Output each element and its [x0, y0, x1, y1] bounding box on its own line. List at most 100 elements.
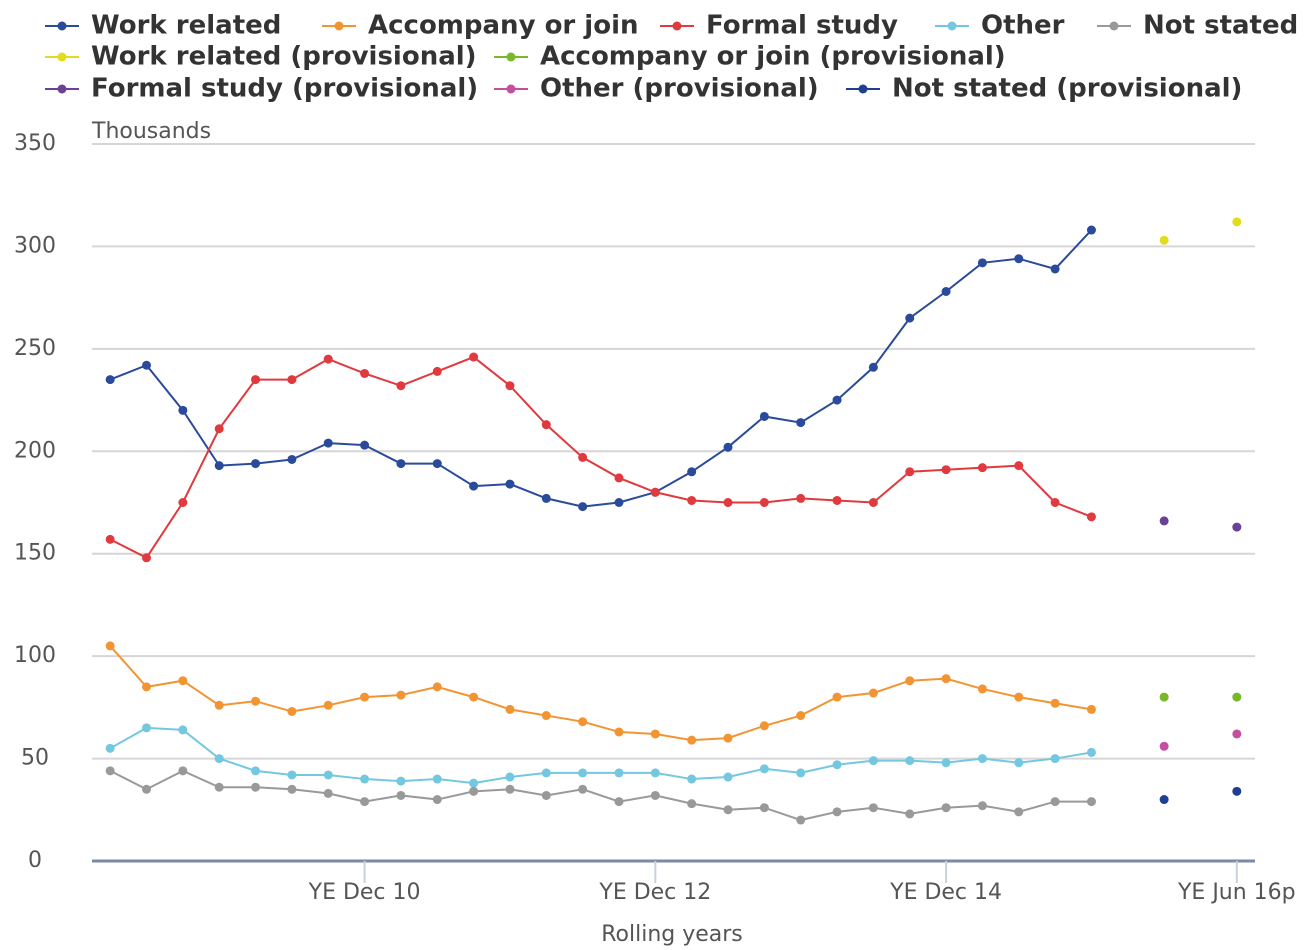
point: [1159, 741, 1169, 751]
point: [977, 463, 987, 473]
point: [214, 700, 224, 710]
point: [868, 803, 878, 813]
point: [142, 784, 152, 794]
point: [142, 723, 152, 733]
point: [941, 674, 951, 684]
point: [396, 459, 406, 469]
point: [1086, 512, 1096, 522]
legend-label: Accompany or join (provisional): [540, 42, 1006, 72]
series-line: [109, 726, 1092, 785]
point: [1050, 264, 1060, 274]
point: [142, 553, 152, 563]
point: [105, 743, 115, 753]
point: [178, 725, 188, 735]
point: [469, 778, 479, 788]
series-line: [109, 229, 1093, 508]
point: [1232, 786, 1242, 796]
point: [287, 375, 297, 385]
legend-marker: [506, 84, 516, 94]
legend-marker: [506, 52, 516, 62]
point: [287, 770, 297, 780]
y-tick-label: 300: [14, 233, 56, 258]
legend-label: Not stated: [1143, 11, 1298, 41]
point: [541, 790, 551, 800]
point: [541, 711, 551, 721]
y-tick-label: 350: [14, 131, 56, 156]
point: [941, 758, 951, 768]
x-tick-label: YE Dec 14: [889, 880, 1002, 905]
point: [251, 782, 261, 792]
point: [541, 493, 551, 503]
point: [868, 362, 878, 372]
legend-label: Other (provisional): [540, 74, 819, 104]
x-tick-label: YE Dec 12: [598, 880, 711, 905]
point: [759, 803, 769, 813]
point: [214, 782, 224, 792]
legend-marker: [1109, 21, 1119, 31]
point: [360, 368, 370, 378]
point: [1050, 754, 1060, 764]
legend-marker: [57, 52, 67, 62]
x-axis-label: Rolling years: [601, 922, 743, 947]
point: [832, 692, 842, 702]
point: [396, 690, 406, 700]
point: [323, 354, 333, 364]
point: [1086, 797, 1096, 807]
point: [432, 682, 442, 692]
legend-label: Accompany or join: [368, 11, 639, 41]
point: [432, 774, 442, 784]
point: [505, 784, 515, 794]
point: [614, 498, 624, 507]
point: [868, 756, 878, 766]
point: [1014, 758, 1024, 768]
point: [1232, 522, 1242, 532]
point: [469, 786, 479, 796]
point: [578, 768, 588, 778]
point: [614, 727, 624, 737]
point: [251, 696, 261, 706]
point: [614, 768, 624, 778]
point: [759, 411, 769, 421]
point: [1014, 807, 1024, 817]
point: [214, 424, 224, 434]
point: [178, 405, 188, 415]
legend-marker: [334, 21, 344, 31]
point: [178, 676, 188, 686]
point: [687, 774, 697, 784]
legend-label: Formal study (provisional): [91, 74, 478, 104]
point: [723, 805, 733, 815]
point: [105, 375, 115, 385]
point: [941, 465, 951, 475]
point: [396, 381, 406, 391]
point: [941, 286, 951, 296]
point: [396, 776, 406, 786]
point: [796, 768, 806, 778]
point: [905, 676, 915, 686]
point: [723, 772, 733, 782]
point: [1232, 729, 1242, 739]
point: [360, 440, 370, 450]
point: [1050, 797, 1060, 807]
point: [868, 688, 878, 698]
point: [977, 801, 987, 811]
point: [687, 467, 697, 477]
point: [541, 768, 551, 778]
point: [360, 774, 370, 784]
y-tick-label: 150: [14, 541, 56, 566]
point: [1159, 516, 1169, 526]
point: [723, 733, 733, 743]
point: [941, 803, 951, 813]
point: [905, 467, 915, 477]
point: [214, 754, 224, 764]
point: [796, 711, 806, 721]
point: [469, 481, 479, 491]
point: [905, 756, 915, 766]
point: [287, 454, 297, 464]
point: [505, 772, 515, 782]
y-tick-label: 200: [14, 438, 56, 463]
point: [142, 682, 152, 692]
point: [323, 438, 333, 448]
point: [1159, 692, 1169, 702]
point: [905, 313, 915, 323]
